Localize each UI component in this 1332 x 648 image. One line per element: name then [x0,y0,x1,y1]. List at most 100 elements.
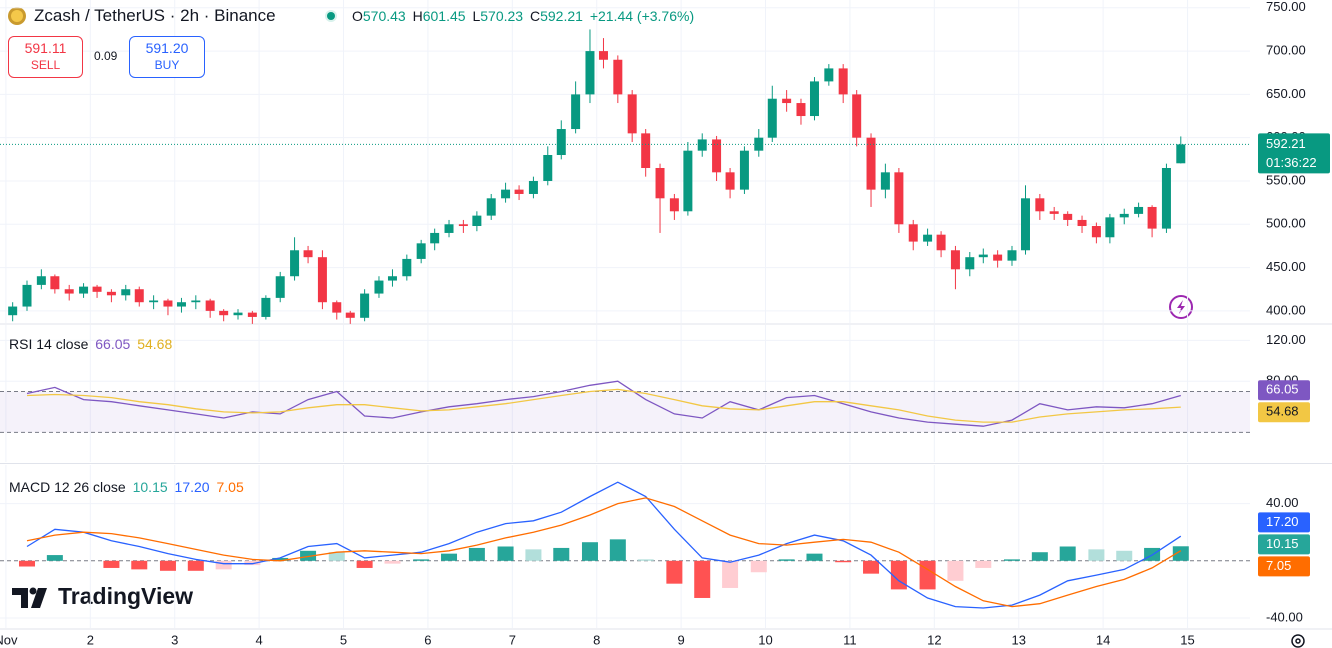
candle-body [205,300,215,311]
candle-body [36,276,46,285]
macd-histogram-bar [356,560,373,568]
y-tick-label: 650.00 [1266,86,1306,101]
macd-hist-value: 10.15 [132,479,168,495]
buy-price: 591.20 [145,40,189,56]
x-tick-label: 4 [255,632,262,647]
signal-value: 7.05 [216,479,244,495]
candle-body [908,224,918,242]
x-tick-label: 13 [1012,632,1026,647]
settings-icon[interactable] [1291,634,1305,648]
candle-body [978,254,988,258]
candle-body [444,224,454,233]
rsi-legend: RSI 14 close 66.05 54.68 [9,336,172,352]
macd-histogram-bar [159,560,176,571]
level-band [0,391,1250,433]
candle-body [458,224,468,227]
macd-histogram-bar [525,549,542,561]
candle-body [655,167,665,199]
brand-logo [12,587,47,608]
candle-body [809,81,819,117]
macd-histogram-bar [441,553,458,561]
candle-body [1063,213,1073,220]
candle-body [965,257,975,270]
macd-histogram-bar [835,560,852,563]
ohlc-value: 592.21 [540,8,583,24]
macd-histogram-bar [19,560,36,567]
indicator-line [26,497,1182,608]
buy-label: BUY [154,58,180,72]
candle-body [191,300,201,303]
rsi-title: RSI 14 close [9,336,89,352]
macd-histogram-bar [103,560,120,568]
spread: 0.09 [94,49,118,63]
ohlc-value: 601.45 [422,8,466,24]
value-label-box [1258,556,1310,577]
macd-histogram-bar [1116,550,1133,561]
candle-body [1147,206,1157,229]
y-tick-label: 450.00 [1266,259,1306,274]
macd-histogram-bar [806,553,823,561]
candle-body [697,139,707,151]
macd-histogram-bar [919,560,936,590]
alert-icon[interactable] [1169,295,1193,319]
macd-histogram-bar [694,560,711,598]
candle-body [796,103,806,117]
candle-body [1077,219,1087,227]
y-tick-label: 400.00 [1266,302,1306,317]
candle-body [416,243,426,259]
macd-histogram-bar [581,542,598,561]
candle-body [993,254,1003,261]
candle-body [852,94,862,138]
macd-histogram-bar [609,539,626,561]
x-tick-label: 6 [424,632,431,647]
macd-histogram-bar [637,559,654,561]
candle-body [1105,217,1115,238]
candle-body [1161,167,1171,229]
value-label: 7.05 [1266,558,1291,573]
sell-button[interactable]: 591.11 SELL [8,36,83,78]
x-tick-label: 7 [509,632,516,647]
candle-body [79,286,89,294]
x-tick-label: 9 [678,632,685,647]
candle-body [1035,198,1045,212]
macd-histogram-bar [1088,549,1105,561]
candle-body [345,312,355,318]
macd-histogram-bar [890,560,907,590]
macd-histogram-bar [215,560,232,570]
candle-body [571,94,581,130]
candle-body [149,300,159,303]
last-price-box [1258,133,1330,174]
candle-body [233,312,243,316]
y-tick-label: 40.00 [1266,495,1299,510]
candle-body [1134,206,1144,214]
macd-histogram-bar [975,560,992,568]
macd-histogram-bar [722,560,739,588]
candle-body [317,257,327,303]
candle-body [121,289,131,296]
candle-body [261,297,271,317]
indicator-line [26,481,1182,609]
symbol-title: Zcash / TetherUS · 2h · Binance [34,6,276,25]
value-label-box [1258,534,1310,555]
candle-body [1176,144,1186,164]
countdown-label: 01:36:22 [1266,155,1317,170]
candle-body [8,306,18,316]
coin-icon-inner [11,10,23,22]
candle-body [556,129,566,156]
candle-body [247,312,257,317]
buy-button[interactable]: 591.20 BUY [129,36,205,78]
indicator-line [26,380,1181,427]
candle-body [782,98,792,104]
macd-histogram-bar [947,560,964,581]
macd-histogram-bar [750,560,767,573]
value-label-box [1258,380,1310,401]
macd-histogram-bar [244,560,261,566]
candle-body [894,172,904,225]
last-price-label: 592.21 [1266,136,1306,151]
candle-body [501,189,511,199]
status-dot [327,12,335,20]
ohlc-label: C [529,8,541,24]
candle-body [683,150,693,212]
value-label-box [1258,402,1310,423]
